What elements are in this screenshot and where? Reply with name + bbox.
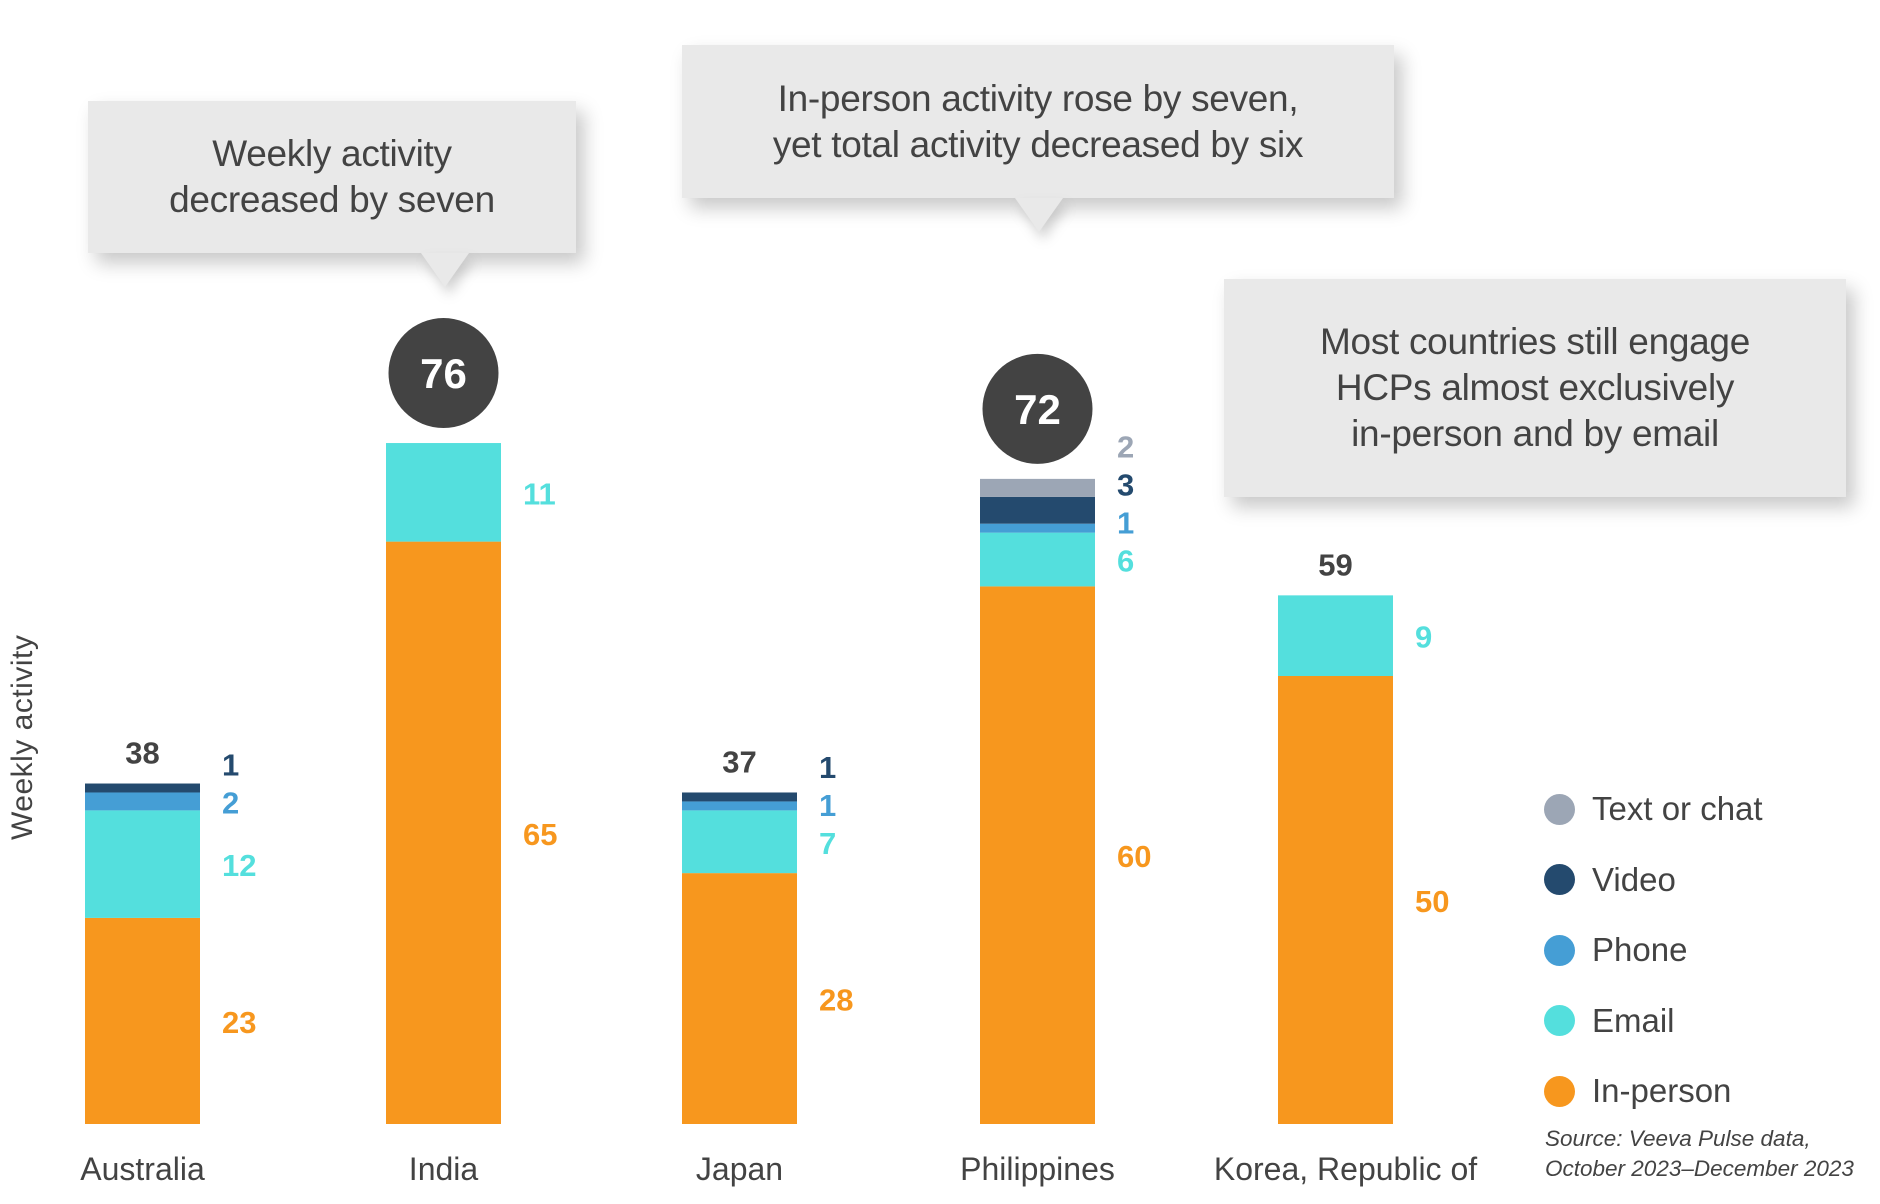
source-note: Source: Veeva Pulse data, October 2023–D… (1545, 1126, 1854, 1181)
total-label-philippines: 72 (1014, 386, 1061, 433)
x-tick-labels-group: Australia India Japan Philippines Korea, Rep… (80, 1151, 1477, 1187)
bars-group (85, 443, 1393, 1124)
bar-segment-australia-email (85, 810, 200, 918)
segment-label-japan-video: 1 (819, 750, 836, 785)
annotation-callout-summary: Most countries still engage HCPs almost … (1224, 279, 1846, 497)
segment-label-japan-email: 7 (819, 826, 836, 861)
bar-segment-australia-phone (85, 792, 200, 811)
bar-segment-philippines-phone (980, 523, 1095, 533)
legend-label: Email (1592, 1001, 1675, 1039)
segment-label-india-email: 11 (523, 476, 556, 511)
segment-label-korea-republic-of-in-person: 50 (1415, 884, 1449, 919)
bar-segment-india-in-person (386, 541, 501, 1124)
legend-swatch-icon (1544, 1005, 1575, 1037)
legend-swatch-icon (1544, 793, 1575, 825)
legend-label: Phone (1592, 931, 1688, 969)
segment-label-australia-in-person: 23 (222, 1005, 256, 1040)
y-axis-label-text: Weekly activity (6, 634, 39, 840)
legend-label: Text or chat (1592, 790, 1763, 828)
annotation-pointer-philippines (1015, 198, 1063, 232)
legend-swatch-icon (1544, 934, 1575, 966)
legend-item-email: Email (1544, 986, 1763, 1057)
segment-label-japan-in-person: 28 (819, 983, 853, 1018)
legend-swatch-icon (1544, 864, 1575, 896)
segment-label-australia-email: 12 (222, 848, 256, 883)
bar-segment-philippines-text-or-chat (980, 478, 1095, 497)
total-badge-india (388, 318, 499, 429)
annotation-text: Most countries still engage HCPs almost … (1320, 321, 1750, 454)
annotation-callout-india: Weekly activity decreased by seven (88, 101, 576, 253)
bar-segment-australia-video (85, 783, 200, 793)
x-tick-label-korea-republic-of: Korea, Republic of (1214, 1151, 1477, 1187)
bar-segment-korea-republic-of-in-person (1278, 676, 1393, 1124)
bar-segment-australia-in-person (85, 917, 200, 1124)
total-label-japan: 37 (722, 744, 756, 779)
legend-item-text-or-chat: Text or chat (1544, 774, 1763, 845)
segment-label-japan-phone: 1 (819, 788, 836, 823)
segment-label-australia-phone: 2 (222, 785, 239, 820)
bar-segment-japan-video (682, 792, 797, 802)
total-label-india: 76 (420, 350, 467, 397)
total-badge-philippines (982, 353, 1093, 464)
bar-segment-korea-republic-of-email (1278, 595, 1393, 676)
segment-label-philippines-text-or-chat: 2 (1117, 430, 1134, 465)
legend-item-in-person: In-person (1544, 1056, 1763, 1127)
segment-label-philippines-email: 6 (1117, 544, 1134, 579)
annotation-pointer-india (421, 253, 469, 287)
bar-segment-philippines-video (980, 496, 1095, 524)
bar-segment-philippines-email (980, 532, 1095, 587)
bar-segment-india-email (386, 443, 501, 542)
segment-label-philippines-video: 3 (1117, 468, 1134, 503)
legend-label: Video (1592, 860, 1676, 898)
segment-label-india-in-person: 65 (523, 817, 557, 852)
bar-segment-japan-phone (682, 801, 797, 811)
x-tick-label-australia: Australia (80, 1151, 205, 1187)
x-tick-label-japan: Japan (696, 1151, 783, 1187)
legend-swatch-icon (1544, 1075, 1575, 1107)
total-label-australia: 38 (125, 736, 159, 771)
legend-label: In-person (1592, 1072, 1732, 1110)
bar-segment-japan-in-person (682, 873, 797, 1124)
legend-item-phone: Phone (1544, 915, 1763, 986)
totals-group: 38 76 37 72 59 (125, 318, 1353, 779)
bar-segment-philippines-in-person (980, 586, 1095, 1124)
segment-label-philippines-phone: 1 (1117, 506, 1134, 541)
segment-label-korea-republic-of-email: 9 (1415, 620, 1432, 655)
total-label-korea-republic-of: 59 (1318, 547, 1352, 582)
bar-segment-japan-email (682, 810, 797, 874)
x-tick-label-india: India (409, 1151, 479, 1187)
annotation-text: Weekly activity decreased by seven (169, 133, 495, 220)
legend-item-video: Video (1544, 845, 1763, 916)
annotation-callout-philippines: In-person activity rose by seven, yet to… (682, 45, 1394, 198)
annotation-text: In-person activity rose by seven, yet to… (772, 77, 1304, 165)
x-tick-label-philippines: Philippines (960, 1151, 1115, 1187)
segment-label-philippines-in-person: 60 (1117, 839, 1151, 874)
legend: Text or chat Video Phone Email In-person (1544, 774, 1763, 1127)
segment-label-australia-video: 1 (222, 747, 239, 782)
